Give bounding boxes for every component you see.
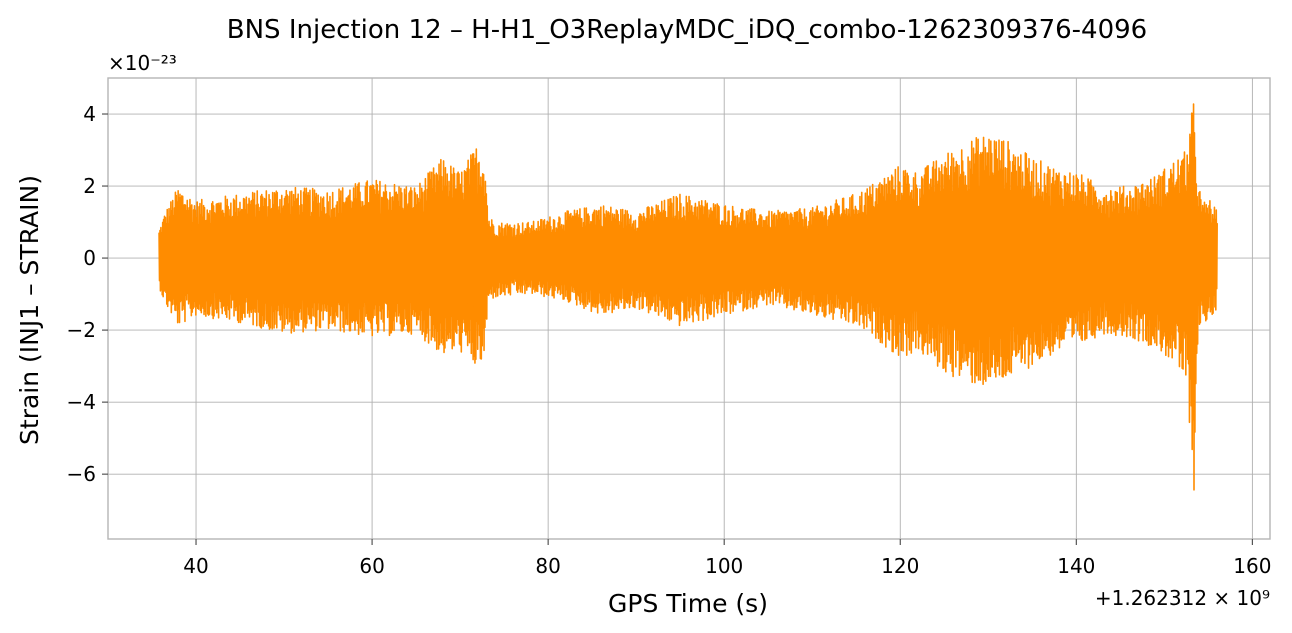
x-tick-label: 100 xyxy=(705,554,743,578)
strain-series-line xyxy=(158,103,1218,491)
y-tick-label: 2 xyxy=(83,174,96,198)
x-offset-label: +1.262312 × 10⁹ xyxy=(1095,586,1270,610)
x-tick-label: 60 xyxy=(359,554,384,578)
x-tick-label: 80 xyxy=(535,554,560,578)
chart-title: BNS Injection 12 – H-H1_O3ReplayMDC_iDQ_… xyxy=(227,15,1147,45)
y-tick-label: 4 xyxy=(83,102,96,126)
y-tick-label: 0 xyxy=(83,246,96,270)
plot-frame xyxy=(107,77,1271,540)
y-axis-label: Strain (INJ1 – STRAIN) xyxy=(15,175,44,445)
x-tick-label: 120 xyxy=(881,554,919,578)
y-tick-label: −6 xyxy=(67,462,96,486)
tick-marks xyxy=(102,113,1253,545)
x-axis-label: GPS Time (s) xyxy=(608,589,768,618)
series-layer xyxy=(158,103,1218,491)
plot-area xyxy=(158,103,1218,491)
x-tick-label: 40 xyxy=(183,554,208,578)
y-tick-label: −4 xyxy=(67,390,96,414)
x-tick-label: 140 xyxy=(1057,554,1095,578)
y-scale-label: ×10⁻²³ xyxy=(108,51,177,75)
x-tick-label: 160 xyxy=(1233,554,1271,578)
y-tick-label: −2 xyxy=(67,318,96,342)
strain-series-core-band xyxy=(159,186,1218,375)
